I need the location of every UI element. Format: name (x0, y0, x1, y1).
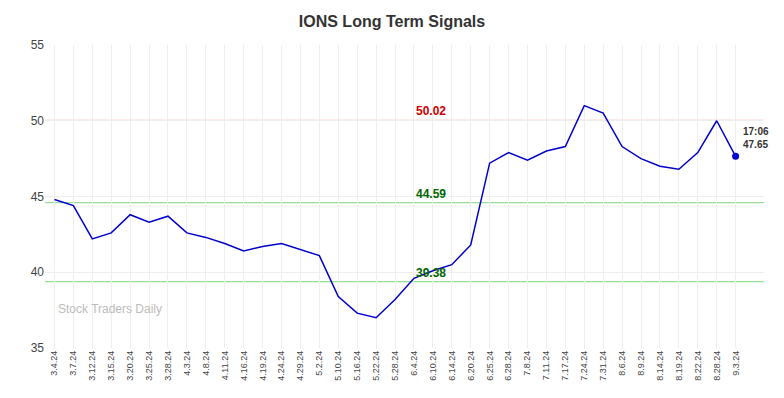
svg-text:5.10.24: 5.10.24 (333, 351, 343, 381)
svg-text:Stock Traders Daily: Stock Traders Daily (58, 302, 162, 316)
svg-text:8.9.24: 8.9.24 (636, 351, 646, 376)
svg-text:4.8.24: 4.8.24 (201, 351, 211, 376)
svg-text:50: 50 (31, 114, 45, 128)
svg-text:4.3.24: 4.3.24 (182, 351, 192, 376)
svg-text:55: 55 (31, 38, 45, 52)
svg-text:IONS Long Term Signals: IONS Long Term Signals (299, 13, 485, 30)
svg-text:3.20.24: 3.20.24 (125, 351, 135, 381)
svg-text:3.7.24: 3.7.24 (68, 351, 78, 376)
svg-text:8.28.24: 8.28.24 (712, 351, 722, 381)
svg-text:5.2.24: 5.2.24 (314, 351, 324, 376)
svg-text:3.15.24: 3.15.24 (106, 351, 116, 381)
svg-text:4.11.24: 4.11.24 (220, 351, 230, 380)
svg-text:5.22.24: 5.22.24 (371, 351, 381, 381)
svg-text:7.31.24: 7.31.24 (598, 351, 608, 381)
svg-text:6.10.24: 6.10.24 (428, 351, 438, 381)
svg-text:5.16.24: 5.16.24 (352, 351, 362, 381)
svg-text:8.19.24: 8.19.24 (674, 351, 684, 381)
svg-text:3.12.24: 3.12.24 (87, 351, 97, 381)
svg-text:6.25.24: 6.25.24 (485, 351, 495, 381)
svg-text:7.17.24: 7.17.24 (560, 351, 570, 381)
svg-text:3.28.24: 3.28.24 (163, 351, 173, 381)
svg-text:44.59: 44.59 (416, 187, 446, 201)
svg-text:9.3.24: 9.3.24 (731, 351, 741, 376)
svg-text:6.20.24: 6.20.24 (466, 351, 476, 381)
svg-text:3.25.24: 3.25.24 (144, 351, 154, 381)
svg-text:7.24.24: 7.24.24 (579, 351, 589, 381)
svg-text:4.24.24: 4.24.24 (276, 351, 286, 381)
svg-text:4.16.24: 4.16.24 (239, 351, 249, 381)
svg-text:5.28.24: 5.28.24 (390, 351, 400, 381)
svg-text:6.14.24: 6.14.24 (447, 351, 457, 381)
svg-text:40: 40 (31, 265, 45, 279)
svg-text:7.8.24: 7.8.24 (522, 351, 532, 376)
svg-text:8.14.24: 8.14.24 (655, 351, 665, 381)
svg-text:3.4.24: 3.4.24 (49, 351, 59, 376)
svg-text:8.6.24: 8.6.24 (617, 351, 627, 376)
svg-text:4.29.24: 4.29.24 (295, 351, 305, 381)
svg-text:17:0647.65: 17:0647.65 (743, 126, 769, 150)
svg-text:50.02: 50.02 (416, 104, 446, 118)
svg-text:6.4.24: 6.4.24 (409, 351, 419, 376)
svg-text:45: 45 (31, 190, 45, 204)
svg-text:39.38: 39.38 (416, 266, 446, 280)
svg-text:7.11.24: 7.11.24 (541, 351, 551, 380)
svg-text:8.22.24: 8.22.24 (693, 351, 703, 381)
svg-text:6.28.24: 6.28.24 (503, 351, 513, 381)
svg-text:35: 35 (31, 341, 45, 355)
svg-text:4.19.24: 4.19.24 (258, 351, 268, 381)
